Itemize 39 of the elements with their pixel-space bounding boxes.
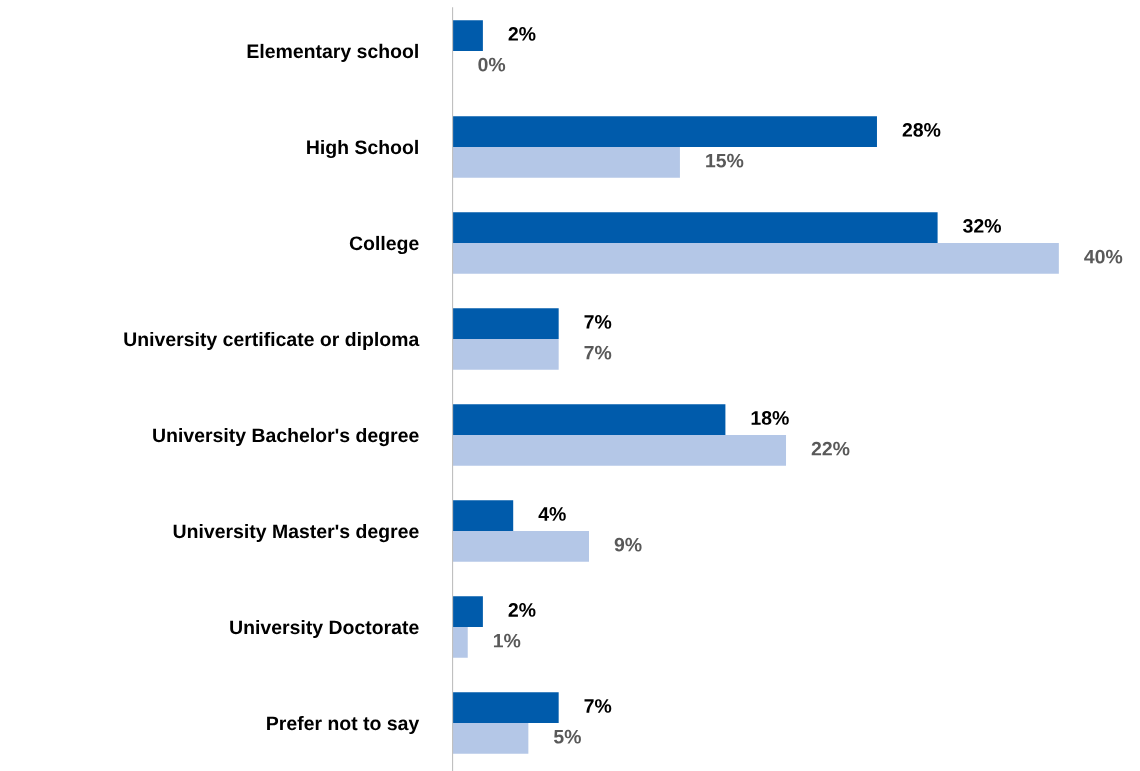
y-tick-label: Elementary school xyxy=(247,43,418,62)
data-label: 40% xyxy=(1084,249,1123,264)
bar xyxy=(452,20,483,51)
data-label: 22% xyxy=(811,441,850,456)
bar xyxy=(452,500,514,531)
bar xyxy=(452,626,468,658)
bar xyxy=(452,242,1059,274)
bar xyxy=(452,146,680,178)
bar xyxy=(452,692,559,723)
y-tick-label: University Bachelor's degree xyxy=(153,427,419,447)
bar xyxy=(452,530,589,562)
y-tick-label: University certificate or diploma xyxy=(124,331,420,351)
data-label: 2% xyxy=(508,603,536,617)
data-label: 4% xyxy=(538,507,566,521)
bar xyxy=(452,338,559,370)
bar xyxy=(452,404,726,435)
data-label: 7% xyxy=(584,699,612,713)
bar xyxy=(452,116,877,147)
data-label: 28% xyxy=(902,123,941,137)
y-tick-label: High School xyxy=(307,139,418,159)
data-label: 1% xyxy=(493,633,521,648)
y-tick-label: College xyxy=(349,235,419,255)
y-tick-label: University Doctorate xyxy=(230,619,419,639)
data-label: 7% xyxy=(584,315,612,329)
data-label: 9% xyxy=(614,537,642,552)
y-tick-label: University Master's degree xyxy=(173,523,419,543)
bar xyxy=(452,308,559,339)
bar xyxy=(452,212,938,243)
data-label: 5% xyxy=(553,729,581,744)
data-label: 2% xyxy=(508,27,536,41)
bar xyxy=(452,434,787,466)
data-label: 15% xyxy=(706,153,744,168)
y-tick-label: Prefer not to say xyxy=(267,715,420,735)
data-label: 0% xyxy=(478,57,506,72)
bar xyxy=(452,596,483,627)
data-label: 32% xyxy=(963,219,1001,233)
bar xyxy=(452,722,529,754)
data-label: 7% xyxy=(584,345,612,360)
data-label: 18% xyxy=(751,411,789,425)
